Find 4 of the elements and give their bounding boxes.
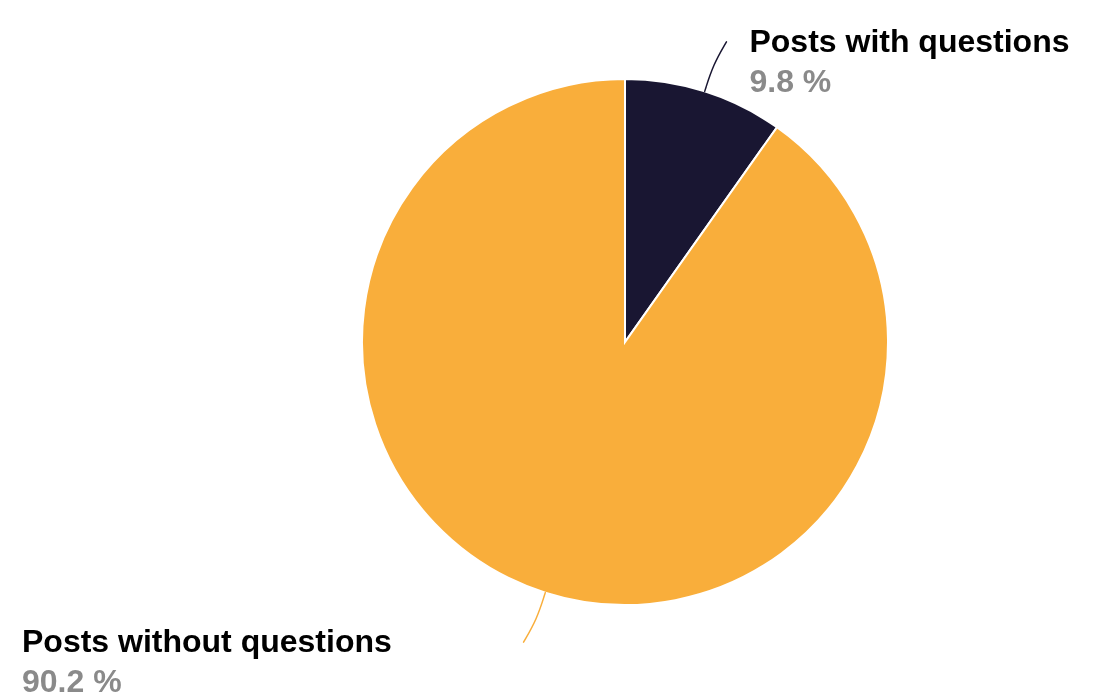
data-label: 90.2 % xyxy=(22,663,122,697)
slice-label: Posts with questions xyxy=(749,22,1070,59)
data-label: 9.8 % xyxy=(749,62,832,99)
slice-label: Posts without questions xyxy=(22,623,392,660)
